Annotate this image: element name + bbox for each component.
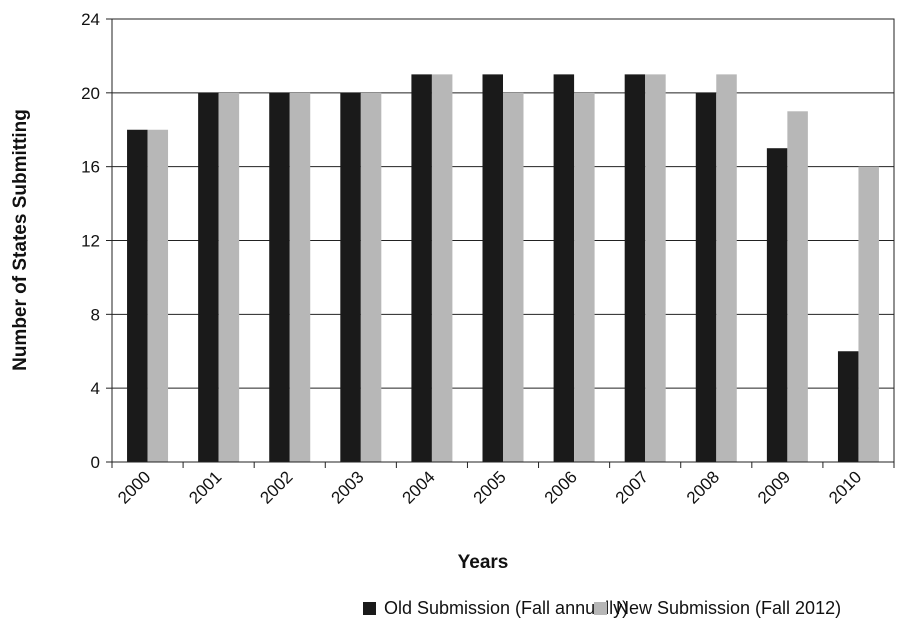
bar-new-2001 bbox=[218, 92, 240, 462]
y-tick-label-0: 0 bbox=[91, 453, 100, 472]
y-tick-label-24: 24 bbox=[81, 10, 100, 29]
bar-new-2002 bbox=[289, 92, 311, 462]
bar-old-2007 bbox=[624, 74, 646, 462]
legend-swatch-new-submission bbox=[594, 602, 607, 615]
x-tick-label-2009: 2009 bbox=[754, 467, 794, 507]
x-axis-tick-marks bbox=[111, 462, 895, 468]
x-axis-title: Years bbox=[458, 552, 509, 573]
bar-new-2004 bbox=[431, 74, 453, 462]
bar-old-2010 bbox=[837, 351, 859, 462]
x-tick-label-2008: 2008 bbox=[683, 467, 723, 507]
bar-old-2001 bbox=[198, 92, 219, 462]
bar-old-2003 bbox=[340, 92, 361, 462]
plot-area-frame bbox=[111, 18, 895, 463]
bar-new-2010 bbox=[858, 166, 879, 462]
bar-old-2008 bbox=[695, 92, 717, 462]
x-tick-label-2005: 2005 bbox=[470, 467, 510, 507]
x-tick-label-2000: 2000 bbox=[114, 467, 154, 507]
bar-new-2007 bbox=[645, 74, 666, 462]
x-tick-label-2007: 2007 bbox=[612, 467, 652, 507]
x-tick-label-2003: 2003 bbox=[327, 467, 367, 507]
bar-new-2000 bbox=[147, 129, 169, 462]
bar-old-2000 bbox=[127, 129, 148, 462]
legend: Old Submission (Fall annually) New Submi… bbox=[363, 598, 841, 618]
y-tick-label-8: 8 bbox=[91, 305, 100, 324]
legend-label-new-submission: New Submission (Fall 2012) bbox=[616, 598, 841, 618]
bar-old-2002 bbox=[269, 92, 290, 462]
bar-old-2004 bbox=[411, 74, 432, 462]
x-tick-label-2006: 2006 bbox=[541, 467, 581, 507]
y-tick-label-20: 20 bbox=[81, 84, 100, 103]
x-tick-label-2001: 2001 bbox=[185, 467, 225, 507]
x-tick-label-2002: 2002 bbox=[256, 467, 296, 507]
legend-label-old-submission: Old Submission (Fall annually) bbox=[384, 598, 628, 618]
y-axis-title: Number of States Submitting bbox=[10, 109, 31, 371]
bar-old-2006 bbox=[553, 74, 575, 462]
y-tick-label-12: 12 bbox=[81, 232, 100, 251]
bars bbox=[127, 74, 879, 463]
bar-new-2005 bbox=[503, 92, 524, 462]
bar-old-2009 bbox=[766, 148, 788, 463]
y-axis-tick-labels: 0 4 8 12 16 20 24 bbox=[81, 10, 100, 472]
legend-swatch-old-submission bbox=[363, 602, 376, 615]
y-tick-label-16: 16 bbox=[81, 158, 100, 177]
x-tick-label-2004: 2004 bbox=[399, 467, 439, 507]
x-tick-label-2010: 2010 bbox=[825, 467, 865, 507]
bar-new-2009 bbox=[787, 111, 808, 463]
bar-new-2003 bbox=[360, 92, 382, 462]
bar-old-2005 bbox=[482, 74, 503, 462]
y-tick-label-4: 4 bbox=[91, 379, 100, 398]
x-axis-tick-labels: 2000 2001 2002 2003 2004 2005 2006 2007 2008 2009… bbox=[114, 467, 865, 507]
bar-new-2008 bbox=[716, 74, 737, 462]
bar-new-2006 bbox=[574, 92, 595, 462]
